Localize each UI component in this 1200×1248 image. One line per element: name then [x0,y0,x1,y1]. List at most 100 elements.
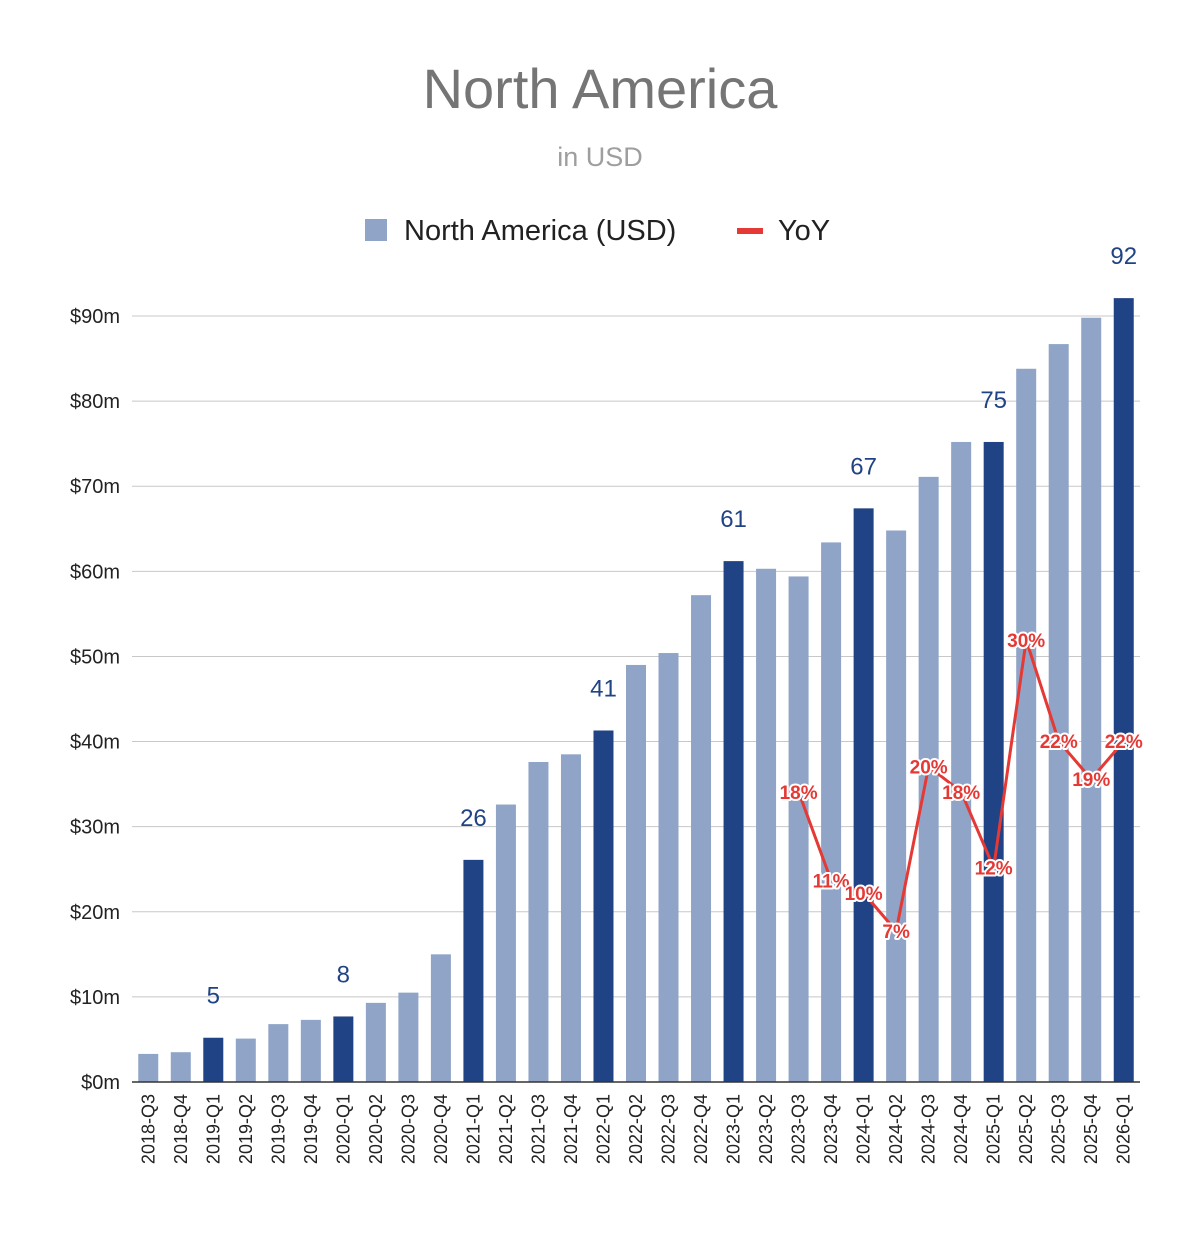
bar-2022-Q3 [658,653,679,1082]
x-tick-label: 2020-Q3 [398,1094,418,1164]
bar-2019-Q2 [235,1038,256,1082]
yoy-line-path [797,638,1125,933]
x-tick-label: 2023-Q1 [724,1094,744,1164]
legend-bar-label: North America (USD) [404,215,676,247]
x-tick-label: 2021-Q2 [496,1094,516,1164]
x-tick-label: 2024-Q1 [854,1094,874,1164]
bar-2022-Q4 [691,595,712,1082]
x-tick-label: 2025-Q2 [1016,1094,1036,1164]
yoy-point-label: 12% [975,859,1013,880]
bar-labels: 5 8 26 41 61 67 75 92 [207,243,1137,1010]
y-tick-label: $40m [70,732,120,754]
chart-subtitle: in USD [557,142,643,172]
bar-2020-Q4 [430,954,451,1082]
x-tick-label: 2023-Q2 [756,1094,776,1164]
x-tick-label: 2024-Q2 [886,1094,906,1164]
yoy-point-label: 30% [1007,631,1045,652]
bar-2024-Q2 [886,530,907,1082]
bar-2024-Q3 [918,476,939,1082]
yoy-point-label: 18% [942,783,980,804]
bar-2025-Q2 [1016,368,1037,1082]
x-tick-label: 2019-Q2 [236,1094,256,1164]
bar-value-label: 5 [207,983,220,1010]
x-tick-label: 2023-Q3 [789,1094,809,1164]
chart-title: North America [423,57,779,120]
y-axis-ticks: $0m $10m $20m $30m $40m $50m $60m $70m $80m $90m [70,306,120,1094]
bar-value-label: 92 [1110,243,1137,270]
x-tick-label: 2025-Q3 [1049,1094,1069,1164]
bar-2022-Q1 [593,730,614,1082]
x-tick-label: 2018-Q3 [138,1094,158,1164]
yoy-point-label: 7% [882,922,910,943]
bar-2025-Q4 [1081,317,1102,1082]
x-tick-label: 2025-Q1 [984,1094,1004,1164]
y-tick-label: $90m [70,306,120,328]
x-tick-label: 2018-Q4 [171,1094,191,1164]
x-tick-label: 2021-Q3 [528,1094,548,1164]
bar-2025-Q3 [1048,344,1069,1082]
y-tick-label: $80m [70,391,120,413]
bar-2023-Q3 [788,576,809,1082]
bar-2021-Q1 [463,859,484,1082]
legend-line-label: YoY [778,215,830,247]
y-tick-label: $60m [70,561,120,583]
yoy-point-label: 22% [1105,732,1143,753]
x-tick-label: 2019-Q1 [203,1094,223,1164]
x-tick-label: 2021-Q4 [561,1094,581,1164]
bar-2022-Q2 [626,664,646,1082]
y-tick-label: $70m [70,476,120,498]
y-tick-label: $0m [81,1072,120,1094]
yoy-line [797,638,1125,933]
bar-2019-Q1 [203,1037,224,1082]
bar-2023-Q2 [756,568,777,1082]
yoy-point-label: 19% [1072,770,1110,791]
gridlines [132,315,1140,998]
x-tick-label: 2022-Q4 [691,1094,711,1164]
y-tick-label: $30m [70,817,120,839]
bar-2019-Q3 [268,1024,289,1082]
bar-value-label: 41 [590,675,617,702]
legend-line-swatch [737,228,763,234]
bar-2024-Q4 [951,441,972,1082]
bar-2026-Q1 [1113,298,1134,1082]
bar-2018-Q3 [138,1053,159,1082]
bar-2020-Q1 [333,1016,354,1082]
bar-value-label: 8 [337,961,350,988]
yoy-point-label: 10% [845,884,883,905]
bar-2018-Q4 [170,1052,191,1082]
bar-2020-Q3 [398,992,419,1082]
x-tick-label: 2023-Q4 [821,1094,841,1164]
bar-2021-Q3 [528,761,549,1082]
yoy-point-label: 22% [1040,732,1078,753]
bar-2023-Q1 [723,561,744,1082]
x-tick-label: 2020-Q1 [333,1094,353,1164]
x-tick-label: 2026-Q1 [1114,1094,1134,1164]
bar-2021-Q2 [495,804,516,1082]
legend-bar-swatch [365,219,387,241]
bar-value-label: 26 [460,805,487,832]
x-tick-label: 2020-Q2 [366,1094,386,1164]
bar-2024-Q1 [853,508,874,1083]
y-tick-label: $10m [70,987,120,1009]
bar-value-label: 75 [980,387,1007,414]
yoy-point-label: 18% [780,783,818,804]
bar-2020-Q2 [365,1002,386,1082]
bar-2021-Q4 [560,754,581,1082]
x-tick-label: 2024-Q3 [919,1094,939,1164]
bar-2023-Q4 [821,542,842,1082]
bars [138,298,1134,1083]
legend: North America (USD) YoY [365,215,830,247]
x-tick-label: 2022-Q3 [659,1094,679,1164]
x-tick-label: 2024-Q4 [951,1094,971,1164]
x-tick-label: 2019-Q3 [268,1094,288,1164]
x-tick-label: 2020-Q4 [431,1094,451,1164]
y-tick-label: $20m [70,902,120,924]
bar-value-label: 67 [850,453,877,480]
x-axis-ticks: 2018-Q3 2018-Q4 2019-Q1 2019-Q2 2019-Q3 2019-… [138,1094,1133,1164]
yoy-point-label: 20% [910,758,948,779]
bar-2025-Q1 [983,441,1004,1082]
x-tick-label: 2025-Q4 [1081,1094,1101,1164]
yoy-labels: 18% 11%10% 7% 20% 18% 12% 30% 22% 19% 22% [778,629,1145,945]
